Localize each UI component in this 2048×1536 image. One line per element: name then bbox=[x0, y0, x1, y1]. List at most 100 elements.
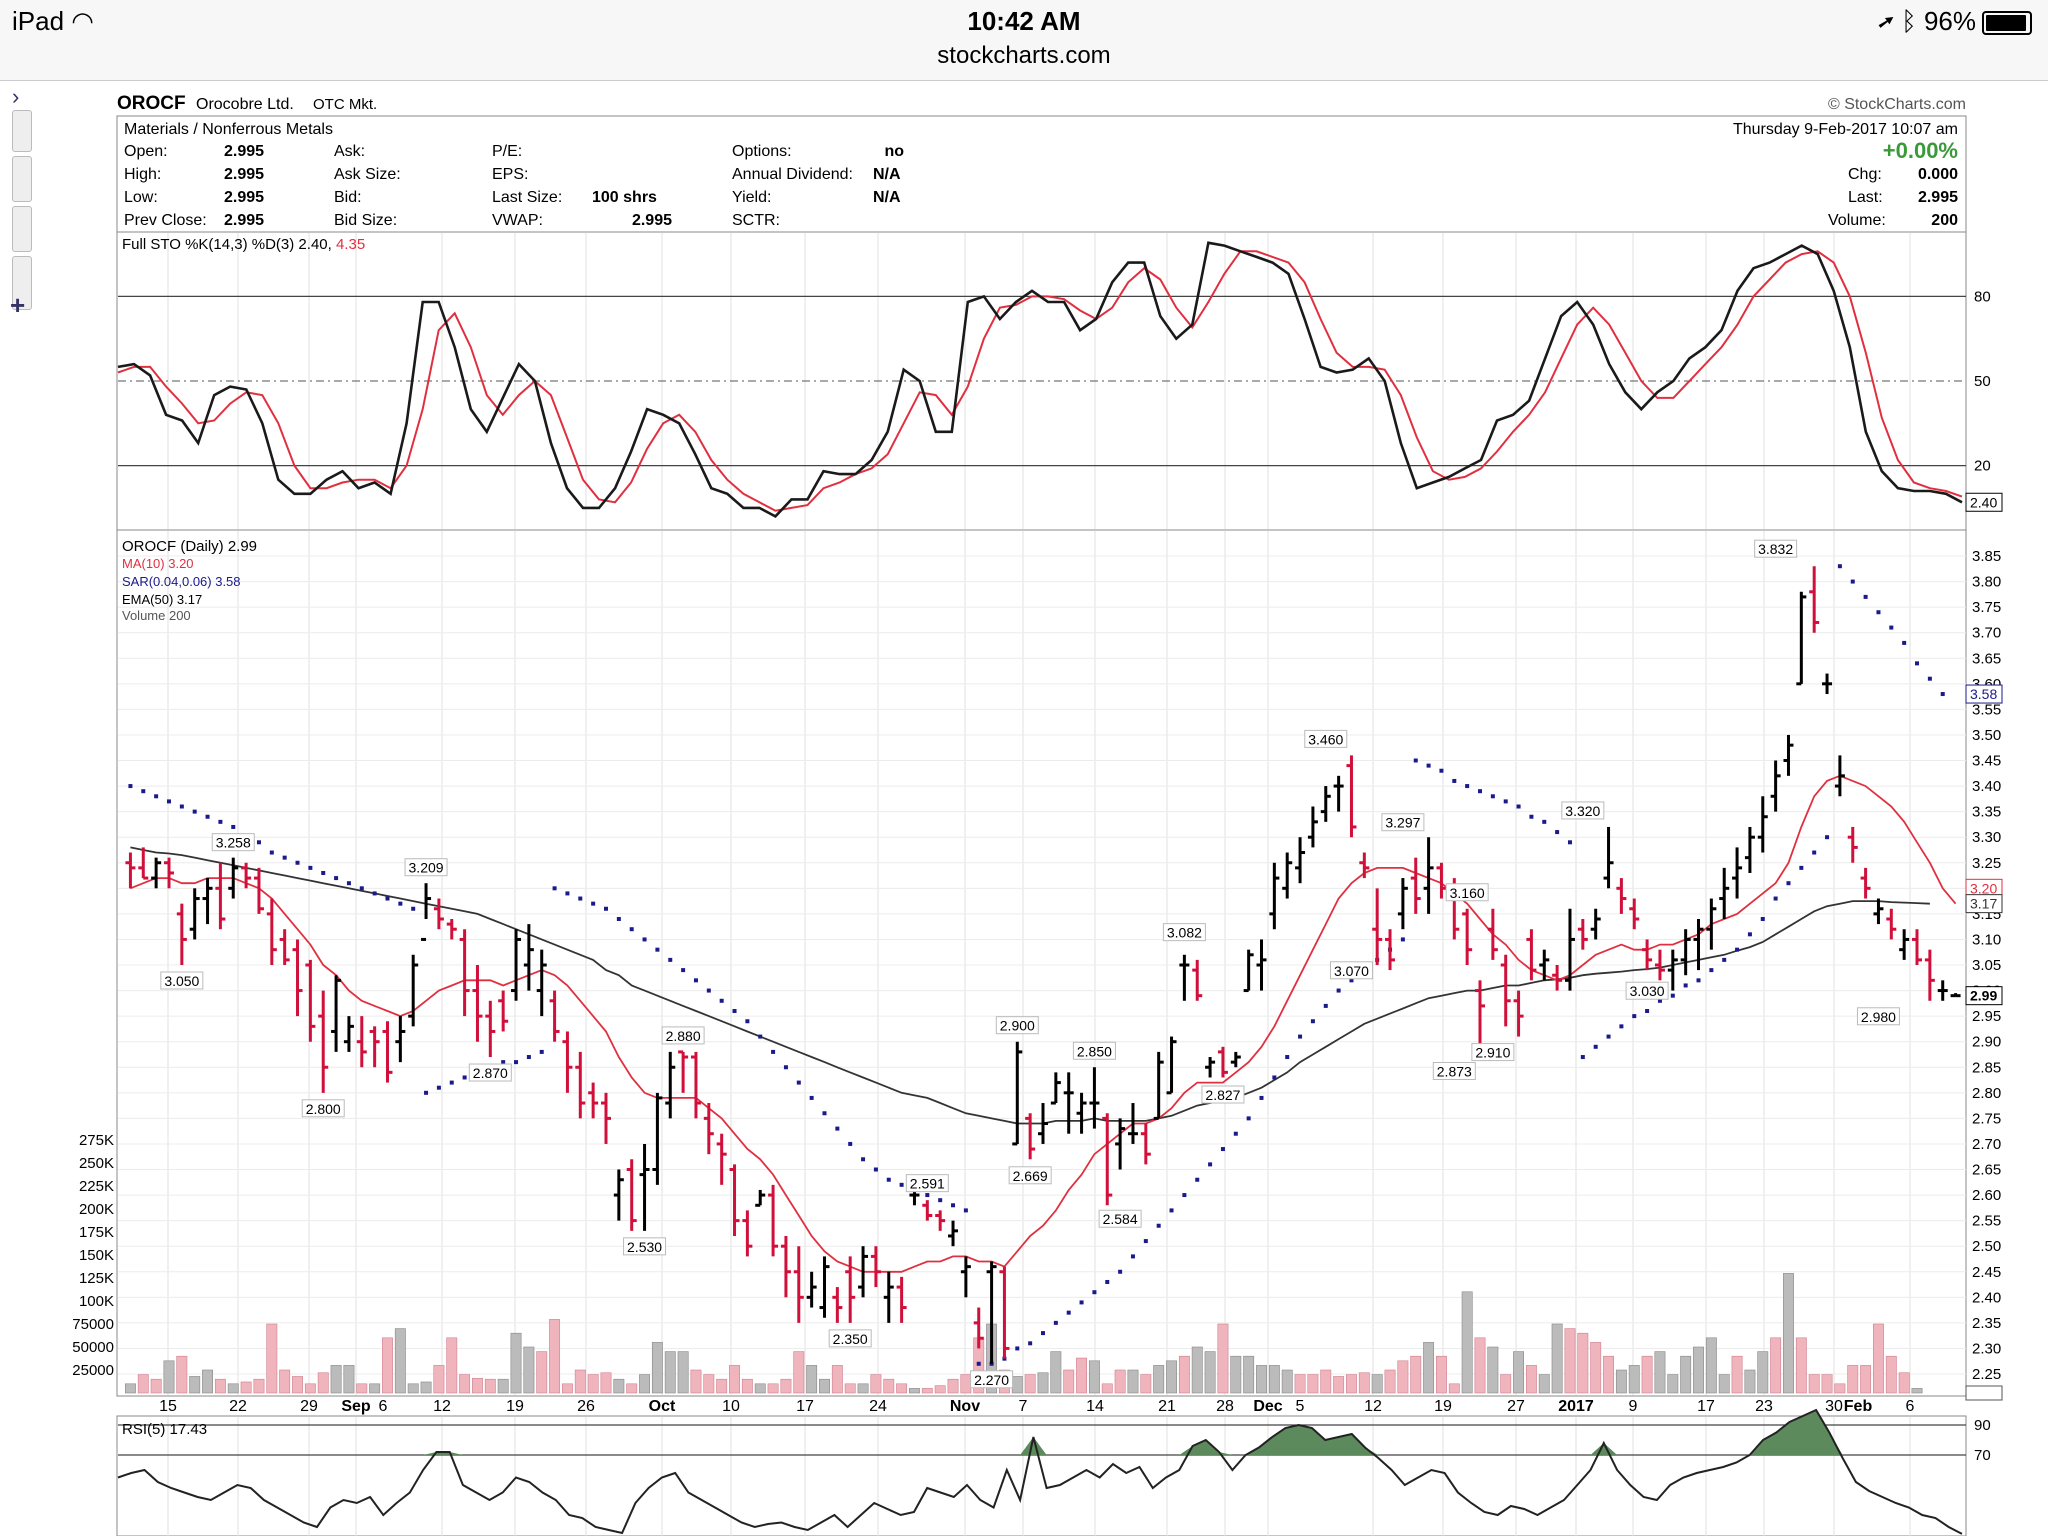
volume-bar bbox=[1333, 1376, 1345, 1394]
ohlc-bar bbox=[896, 1276, 907, 1323]
volume-bar bbox=[1346, 1374, 1357, 1394]
ohlc-bar bbox=[1385, 929, 1396, 971]
ohlc-bar bbox=[549, 990, 560, 1042]
address-url[interactable]: stockcharts.com bbox=[937, 42, 1111, 69]
volume-last-box bbox=[1965, 1385, 2003, 1401]
volume-bar bbox=[1153, 1365, 1165, 1394]
ohlc-bar bbox=[1359, 852, 1370, 879]
volume-bar bbox=[1024, 1374, 1036, 1394]
sar-dot bbox=[346, 881, 351, 886]
toolbar-button-3[interactable] bbox=[12, 206, 32, 252]
sar-dot bbox=[192, 809, 197, 814]
volume-bar bbox=[214, 1378, 226, 1394]
price-tick-label: 2.95 bbox=[1972, 1008, 2001, 1025]
volume-tick-label: 100K bbox=[79, 1293, 114, 1310]
volume-bar bbox=[1410, 1355, 1422, 1394]
x-tick-label: 30 bbox=[1825, 1398, 1843, 1415]
volume-tick-label: 25000 bbox=[72, 1362, 114, 1379]
ohlc-bar bbox=[1243, 949, 1254, 993]
ohlc-bar bbox=[1462, 908, 1473, 965]
sar-dot bbox=[1130, 1254, 1135, 1259]
vwap-label: VWAP: bbox=[492, 212, 543, 229]
volume-bar bbox=[1487, 1346, 1499, 1394]
toolbar-button-1[interactable] bbox=[12, 110, 32, 152]
volume-bar bbox=[433, 1365, 445, 1394]
volume-bar bbox=[1230, 1355, 1242, 1394]
annotation-label: 2.350 bbox=[833, 1331, 868, 1347]
price-annotation: 3.082 bbox=[1162, 923, 1206, 942]
ohlc-bar bbox=[1693, 918, 1704, 971]
ohlc-bar bbox=[1153, 1051, 1164, 1120]
pe-label: P/E: bbox=[492, 143, 522, 160]
volume-bar bbox=[729, 1365, 740, 1394]
ohlc-bar bbox=[1333, 775, 1344, 812]
toolbar-button-4[interactable] bbox=[12, 256, 32, 310]
volume-bar bbox=[369, 1383, 381, 1394]
annotation-box bbox=[661, 1026, 705, 1045]
annotation-box bbox=[1304, 729, 1348, 748]
sar-dot bbox=[938, 1198, 943, 1203]
sar-dot bbox=[1400, 937, 1405, 942]
sar-dot bbox=[179, 804, 184, 809]
sar-dot bbox=[1773, 896, 1778, 901]
ohlc-bar bbox=[1912, 929, 1923, 965]
volume-legend: Volume 200 bbox=[122, 608, 191, 623]
ohlc-bar bbox=[1076, 1092, 1087, 1134]
annotation-box bbox=[995, 1016, 1039, 1035]
ohlc-bar bbox=[1539, 949, 1550, 981]
sar-dot bbox=[1825, 835, 1830, 840]
ohlc-bar bbox=[1924, 949, 1935, 1001]
right-value-label: 3.20 bbox=[1970, 880, 1997, 896]
last-label: Last: bbox=[1848, 189, 1883, 206]
ohlc-bar bbox=[421, 883, 432, 941]
high-label: High: bbox=[124, 166, 161, 183]
toolbar-button-2[interactable] bbox=[12, 156, 32, 202]
sar-dot bbox=[1940, 692, 1945, 697]
volume-bar bbox=[1693, 1346, 1704, 1394]
volume-tick-label: 250K bbox=[79, 1155, 114, 1172]
price-annotation: 3.070 bbox=[1329, 961, 1373, 980]
sar-dot bbox=[616, 916, 621, 921]
price-annotation: 2.900 bbox=[995, 1016, 1039, 1035]
volume-bar bbox=[1050, 1351, 1062, 1394]
sar-dot bbox=[1195, 1177, 1200, 1182]
volume-bar bbox=[394, 1328, 406, 1394]
volume-bar bbox=[1461, 1291, 1473, 1394]
plus-icon[interactable]: + bbox=[10, 290, 26, 320]
volume-bar bbox=[202, 1369, 213, 1394]
price-annotations: 3.050 3.258 2.800 3.209 2.870 2.530 2.880 2.350… bbox=[160, 539, 1900, 1389]
volume-bar bbox=[1063, 1369, 1075, 1394]
annotation-box bbox=[1098, 1209, 1142, 1228]
chevron-right-icon[interactable]: › bbox=[12, 84, 20, 109]
eps-label: EPS: bbox=[492, 166, 528, 183]
ohlc-bar bbox=[1526, 929, 1537, 981]
ohlc-bar bbox=[1937, 980, 1948, 1001]
x-tick-label: 28 bbox=[1216, 1398, 1234, 1415]
x-tick-label: 17 bbox=[796, 1398, 814, 1415]
prev-close-value: 2.995 bbox=[224, 212, 264, 229]
annotation-box bbox=[404, 858, 448, 877]
sar-dot bbox=[629, 927, 634, 932]
sto-k-line bbox=[117, 241, 1963, 519]
price-tick-label: 3.85 bbox=[1972, 548, 2001, 565]
ohlc-bar bbox=[1410, 857, 1421, 914]
ohlc-bar bbox=[1809, 566, 1820, 633]
open-label: Open: bbox=[124, 143, 168, 160]
price-annotation: 3.160 bbox=[1445, 883, 1489, 902]
annotation-box bbox=[468, 1063, 512, 1082]
sar-dot bbox=[809, 1095, 814, 1100]
volume-bar bbox=[1397, 1360, 1409, 1394]
sar-dot bbox=[282, 855, 287, 860]
volume-bar bbox=[1654, 1351, 1666, 1394]
volume-bar bbox=[754, 1383, 766, 1394]
volume-bar bbox=[1217, 1323, 1229, 1394]
ohlc-bar bbox=[986, 1261, 997, 1364]
ohlc-bar bbox=[973, 1307, 984, 1349]
volume-bar bbox=[150, 1378, 162, 1394]
ohlc-bar bbox=[395, 1016, 406, 1063]
x-tick-label: 17 bbox=[1697, 1398, 1715, 1415]
ohlc-bar bbox=[1847, 826, 1858, 863]
sar-dot bbox=[873, 1167, 878, 1172]
volume-bar bbox=[1577, 1332, 1589, 1394]
